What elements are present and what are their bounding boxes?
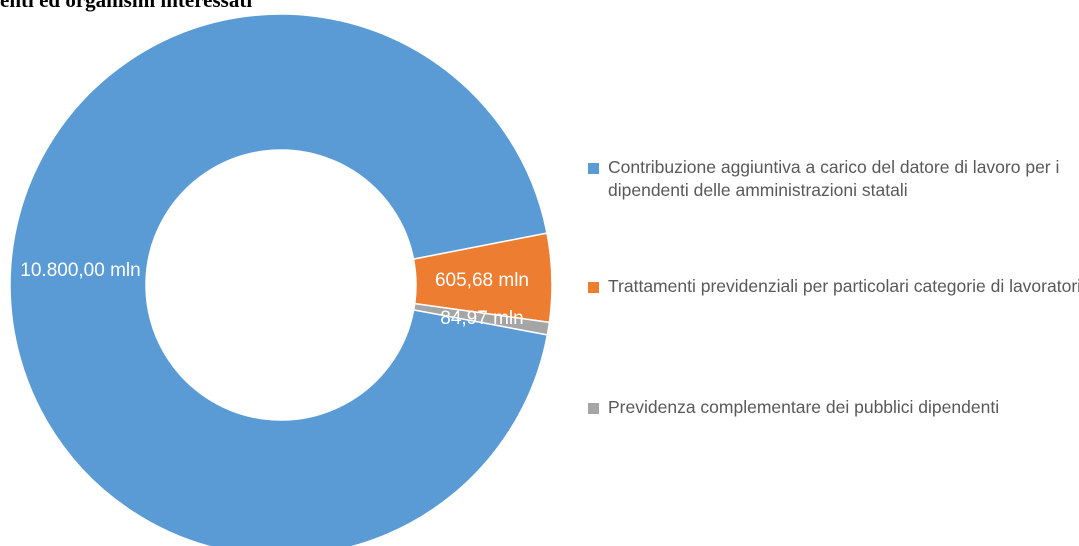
donut-slice — [412, 302, 551, 336]
legend-swatch — [588, 282, 599, 293]
data-label: 84,97 mln — [440, 308, 524, 329]
legend-swatch — [588, 403, 599, 414]
legend-label: Contribuzione aggiuntiva a carico del da… — [608, 157, 1060, 200]
legend-item: Contribuzione aggiuntiva a carico del da… — [588, 156, 1079, 202]
legend-label: Previdenza complementare dei pubblici di… — [608, 397, 1000, 417]
legend-swatch — [588, 163, 599, 174]
donut-slice — [9, 13, 549, 546]
legend-label: Trattamenti previdenziali per particolar… — [608, 276, 1079, 296]
legend-item: Previdenza complementare dei pubblici di… — [588, 396, 1079, 419]
data-label: 10.800,00 mln — [20, 260, 141, 281]
chart-title: enti ed organismi interessati — [0, 0, 253, 12]
data-label: 605,68 mln — [434, 270, 529, 291]
legend-item: Trattamenti previdenziali per particolar… — [588, 275, 1079, 298]
